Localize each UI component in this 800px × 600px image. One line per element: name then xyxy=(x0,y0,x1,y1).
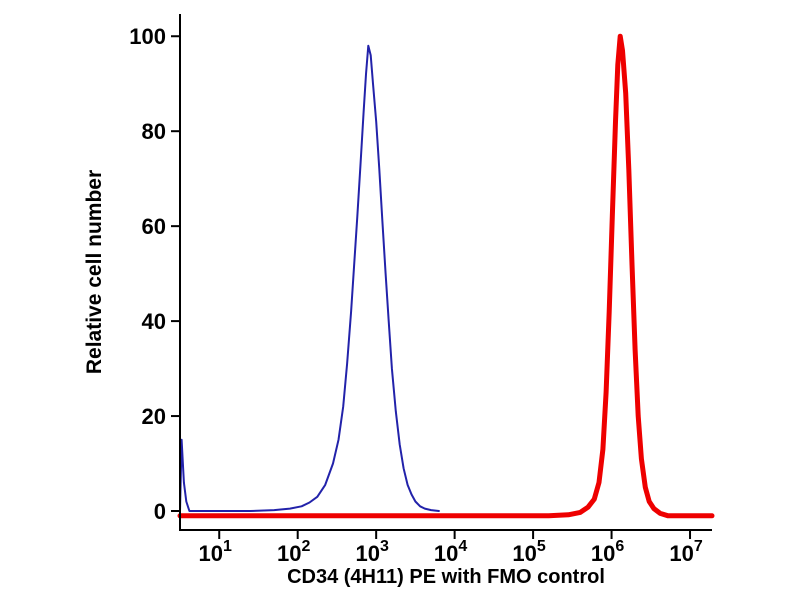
series-curve-cd34-4h11-pe xyxy=(177,33,715,519)
axes-group xyxy=(179,14,712,531)
x-tick-label: 105 xyxy=(512,538,545,566)
x-tick-label: 104 xyxy=(434,538,467,566)
y-axis-label: Relative cell number xyxy=(83,169,106,375)
x-tick-label: 103 xyxy=(355,538,388,566)
y-tick-label: 100 xyxy=(129,24,166,49)
x-tick-label: 101 xyxy=(199,538,232,566)
series-curve-fmo-control xyxy=(179,44,440,512)
y-tick-label: 60 xyxy=(142,214,166,239)
y-tick-label: 20 xyxy=(142,404,166,429)
series-group xyxy=(177,33,715,519)
x-axis-ticks: 101 102 103 104 105 106 107 xyxy=(199,530,703,566)
x-tick-label: 107 xyxy=(669,538,702,566)
x-tick-label: 102 xyxy=(277,538,310,566)
x-tick-label: 106 xyxy=(591,538,624,566)
y-tick-label: 0 xyxy=(154,499,166,524)
y-axis-ticks: 0 20 40 60 80 100 xyxy=(129,24,180,524)
y-tick-label: 40 xyxy=(142,309,166,334)
x-axis-label: CD34 (4H11) PE with FMO control xyxy=(287,566,605,588)
y-tick-label: 80 xyxy=(142,119,166,144)
